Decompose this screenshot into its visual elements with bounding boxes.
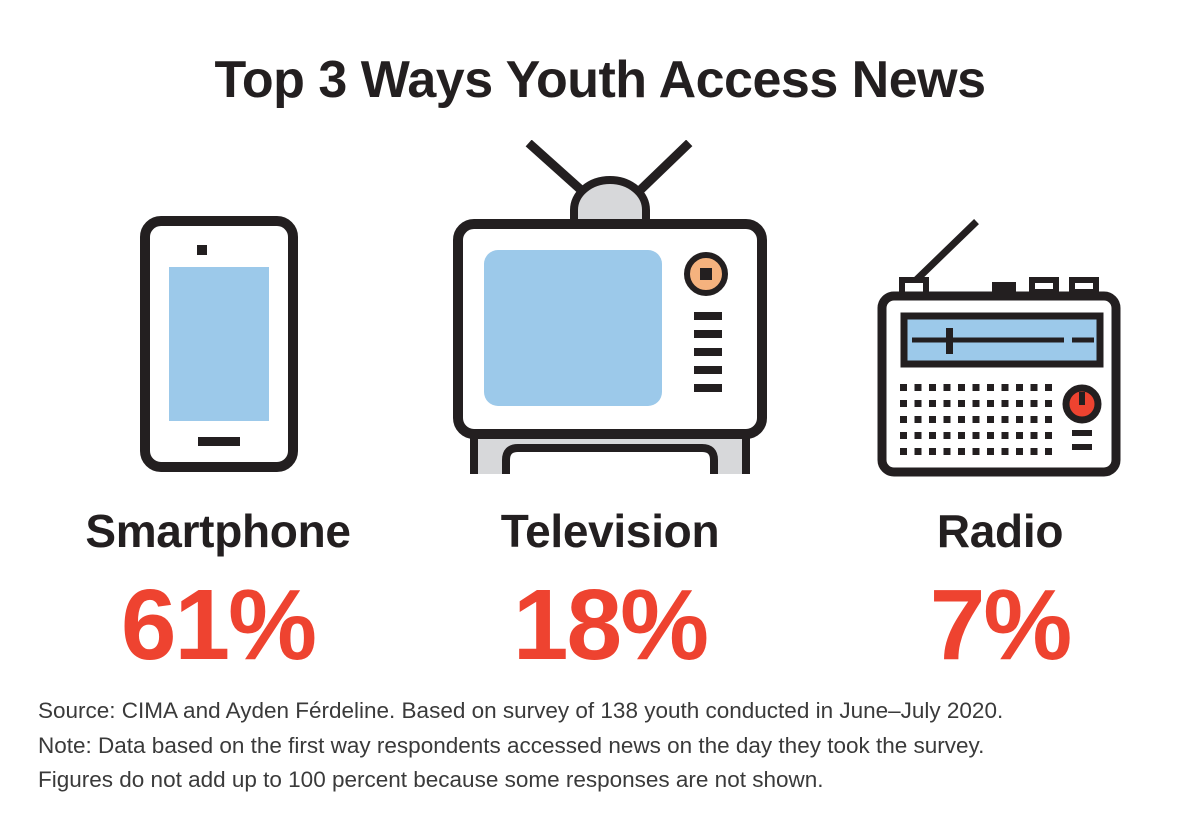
- radio-speaker-dot: [943, 448, 951, 455]
- radio-speaker-dot: [900, 384, 907, 391]
- radio-speaker-dot: [1001, 448, 1009, 455]
- radio-speaker-dot: [914, 416, 922, 423]
- radio-speaker-dot: [958, 416, 965, 423]
- television-icon: [450, 140, 774, 474]
- radio-speaker-dot: [914, 400, 922, 407]
- radio-speaker-dot: [1001, 432, 1009, 439]
- radio-speaker-dot: [1016, 448, 1023, 455]
- radio-speaker-dot: [1001, 416, 1009, 423]
- radio-speaker-dot: [958, 384, 965, 391]
- radio-speaker-dot: [1016, 384, 1023, 391]
- radio-speaker-dot: [958, 448, 965, 455]
- radio-speaker-dot: [1001, 384, 1009, 391]
- radio-speaker-dot: [914, 432, 922, 439]
- radio-speaker-dot: [1030, 448, 1038, 455]
- radio-speaker-dot: [900, 448, 907, 455]
- radio-speaker-dot: [987, 384, 994, 391]
- radio-speaker-dot: [972, 400, 980, 407]
- radio-speaker-dot: [987, 400, 994, 407]
- radio-speaker-dot: [1045, 448, 1052, 455]
- radio-speaker-dot: [1030, 416, 1038, 423]
- radio-speaker-dot: [1045, 384, 1052, 391]
- category-label-smartphone: Smartphone: [85, 505, 351, 557]
- radio-speaker-dot: [958, 400, 965, 407]
- radio-speaker-dot: [987, 416, 994, 423]
- radio-speaker-dot: [1030, 400, 1038, 407]
- radio-speaker-dot: [958, 432, 965, 439]
- radio-speaker-dot: [972, 384, 980, 391]
- radio-speaker-dot: [900, 432, 907, 439]
- radio-speaker-dot: [1030, 384, 1038, 391]
- radio-speaker-dot: [1030, 432, 1038, 439]
- radio-speaker-dot: [929, 384, 936, 391]
- radio-speaker-dot: [943, 400, 951, 407]
- radio-speaker-dot: [929, 416, 936, 423]
- radio-speaker-dot: [943, 432, 951, 439]
- radio-speaker-dot: [987, 432, 994, 439]
- radio-speaker-dot: [1016, 416, 1023, 423]
- category-label-television: Television: [500, 505, 720, 557]
- radio-speaker-dot: [1016, 400, 1023, 407]
- radio-speaker-dot: [943, 384, 951, 391]
- radio-speaker-dot: [972, 416, 980, 423]
- radio-speaker-dot: [914, 384, 922, 391]
- value-label-radio: 7%: [929, 569, 1073, 681]
- radio-speaker-dot: [929, 400, 936, 407]
- radio-speaker-dot: [943, 416, 951, 423]
- radio-speaker-dot: [929, 448, 936, 455]
- radio-speaker-dot: [1045, 432, 1052, 439]
- figures-note: Figures do not add up to 100 percent bec…: [38, 767, 824, 792]
- footnotes: Source: CIMA and Ayden Férdeline. Based …: [38, 694, 1178, 798]
- radio-speaker-dot: [972, 448, 980, 455]
- radio-speaker-dot: [929, 432, 936, 439]
- radio-speaker-dot: [1016, 432, 1023, 439]
- radio-speaker-dot: [900, 400, 907, 407]
- radio-speaker-dot: [900, 416, 907, 423]
- radio-icon: [874, 216, 1124, 478]
- radio-speaker-dot: [1001, 400, 1009, 407]
- category-label-radio: Radio: [936, 505, 1064, 557]
- smartphone-icon: [136, 212, 302, 474]
- source-note: Source: CIMA and Ayden Férdeline. Based …: [38, 698, 1004, 723]
- chart-title: Top 3 Ways Youth Access News: [214, 51, 986, 109]
- radio-speaker-dot: [1045, 400, 1052, 407]
- value-label-television: 18%: [512, 569, 709, 681]
- radio-speaker-dot: [987, 448, 994, 455]
- data-note: Note: Data based on the first way respon…: [38, 732, 985, 758]
- radio-speaker-dot: [914, 448, 922, 455]
- radio-speaker-dot: [972, 432, 980, 439]
- value-label-smartphone: 61%: [120, 569, 317, 681]
- radio-speaker-dot: [1045, 416, 1052, 423]
